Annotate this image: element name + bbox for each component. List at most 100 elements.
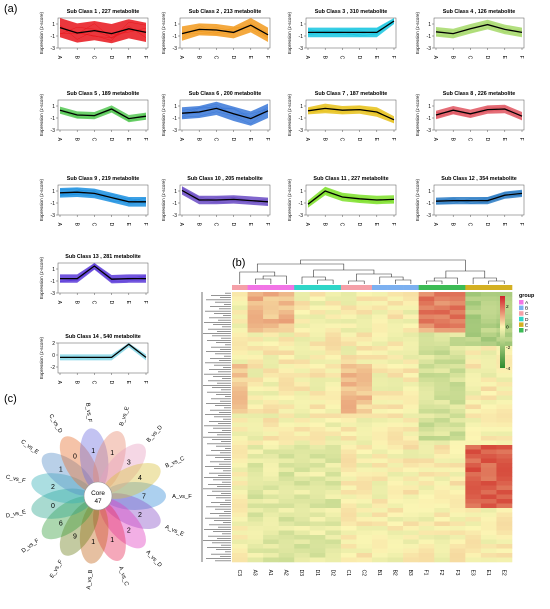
heatmap-cell: [278, 404, 295, 410]
heatmap-cell: [403, 314, 419, 320]
heatmap-cell: [263, 427, 279, 432]
subclass-title: Sub Class 4 , 126 metabolite: [443, 9, 516, 15]
heatmap-cell: [403, 503, 419, 509]
heatmap-cell: [325, 418, 342, 423]
heatmap-cell: [325, 319, 342, 324]
heatmap-cell: [278, 530, 295, 536]
heatmap-cell: [356, 539, 373, 545]
heatmap-cell: [325, 427, 342, 432]
heatmap-cell: [496, 395, 513, 401]
heatmap-cell: [465, 373, 482, 378]
subclass-line-panels: Sub Class 1 , 227 metabolite 1 -1 -3 Express…: [39, 9, 525, 385]
heatmap-cell: [434, 548, 451, 554]
heatmap-cell: [480, 503, 497, 509]
heatmap-cell: [496, 485, 513, 491]
heatmap-cell: [449, 431, 466, 437]
legend-swatch: [519, 316, 524, 322]
x-tick-label: F: [264, 223, 270, 226]
heatmap-cell: [263, 517, 279, 522]
subclass-title: Sub Class 9 , 219 metabolite: [67, 176, 140, 182]
x-tick-label: B: [73, 56, 79, 60]
heatmap-cell: [340, 350, 357, 356]
heatmap-cell: [403, 391, 419, 396]
heatmap-cell: [434, 503, 451, 509]
heatmap-cell: [356, 328, 373, 333]
petal-value: 1: [59, 467, 63, 474]
heatmap-cell: [480, 386, 497, 392]
petal-label: E_vs_F: [49, 559, 64, 579]
heatmap-cell: [418, 544, 435, 549]
heatmap-cell: [465, 337, 482, 342]
heatmap-cell: [372, 481, 388, 486]
heatmap-cell: [309, 355, 326, 360]
heatmap-cell: [325, 521, 342, 527]
heatmap-cell: [340, 449, 357, 455]
y-axis-label: Expression (z-score): [39, 178, 44, 221]
y-tick-label: -3: [173, 128, 178, 134]
heatmap-cell: [325, 409, 342, 414]
subclass-title: Sub Class 1 , 227 metabolite: [67, 9, 140, 15]
heatmap-cell: [480, 521, 497, 527]
petal-value: 1: [91, 448, 95, 455]
heatmap-cell: [356, 530, 373, 536]
heatmap-cell: [372, 359, 388, 365]
group-bar-cell: [247, 285, 264, 290]
group-bar-cell: [449, 285, 466, 290]
y-tick-label: 1: [52, 104, 55, 110]
heatmap-cell: [263, 445, 279, 450]
heatmap-cell: [247, 485, 264, 491]
heatmap-cell: [480, 485, 497, 491]
heatmap-cell: [325, 310, 342, 315]
legend-swatch: [519, 322, 524, 327]
metabolite-trace: [59, 23, 147, 39]
heatmap-cell: [232, 368, 248, 374]
heatmap-cell: [356, 386, 373, 392]
heatmap-cell: [340, 355, 357, 360]
petal-b-vs-c: [102, 462, 161, 499]
heatmap-cell: [449, 490, 466, 495]
heatmap-cell: [294, 521, 311, 527]
heatmap-cell: [403, 490, 419, 495]
heatmap-cell: [418, 431, 435, 437]
heatmap-cell: [372, 494, 388, 500]
heatmap-cell: [247, 449, 264, 455]
heatmap-cell: [294, 319, 311, 324]
x-tick-label: D: [356, 56, 362, 60]
heatmap-cell: [449, 512, 466, 518]
petal-shape: [79, 501, 109, 564]
heatmap-cell: [340, 418, 357, 423]
heatmap-cell: [418, 382, 435, 387]
heatmap-cell: [418, 449, 435, 455]
heatmap-cell: [294, 544, 311, 549]
heatmap-cell: [232, 544, 248, 549]
heatmap-cell: [356, 359, 373, 365]
petal-shape: [31, 473, 93, 504]
heatmap-cell: [309, 494, 326, 500]
petal-label: C_vs_E: [19, 439, 39, 456]
legend-entry-label: C: [525, 311, 529, 317]
heatmap-cell: [278, 422, 295, 428]
heatmap-cell: [372, 355, 388, 360]
heatmap-cell: [465, 445, 482, 450]
y-tick-label: 1: [52, 189, 55, 195]
heatmap-cell: [449, 310, 466, 315]
heatmap-cell: [325, 341, 342, 347]
heatmap-cell: [449, 557, 466, 563]
heatmap-cell: [309, 463, 326, 468]
heatmap-cell: [496, 458, 513, 464]
dendrogram-branch: [317, 279, 334, 284]
heatmap-cell: [496, 427, 513, 432]
heatmap-cell: [434, 337, 451, 342]
heatmap-cell: [356, 310, 373, 315]
heatmap-cell: [294, 481, 311, 486]
heatmap-cell: [294, 355, 311, 360]
mean-line: [181, 24, 269, 36]
heatmap-cell: [325, 476, 342, 482]
heatmap-cell: [340, 400, 357, 405]
petal-shape: [59, 436, 100, 492]
heatmap-cell: [340, 364, 357, 369]
core-label: Core: [91, 490, 105, 497]
heatmap-cell: [387, 503, 404, 509]
heatmap-cell: [387, 359, 404, 365]
heatmap-cell: [449, 476, 466, 482]
